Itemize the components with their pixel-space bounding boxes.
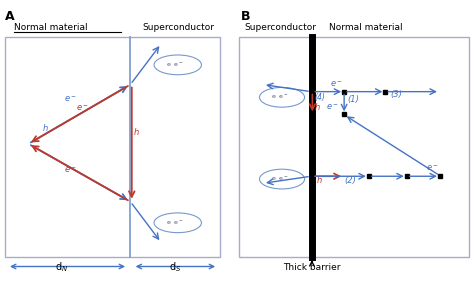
Text: e  e$^-$: e e$^-$: [166, 61, 184, 69]
Text: e$^-$: e$^-$: [76, 104, 89, 113]
Text: (1): (1): [347, 94, 359, 103]
Ellipse shape: [154, 55, 201, 75]
Text: e  e$^-$: e e$^-$: [271, 175, 289, 183]
Text: d$_S$: d$_S$: [169, 260, 182, 274]
Text: h: h: [317, 176, 322, 185]
Text: Normal material: Normal material: [329, 23, 403, 32]
Text: e$^-$: e$^-$: [330, 79, 343, 89]
Ellipse shape: [259, 87, 304, 107]
Text: A: A: [5, 10, 14, 23]
Text: B: B: [241, 10, 250, 23]
Text: Normal material: Normal material: [14, 23, 88, 32]
Text: (2): (2): [344, 176, 356, 185]
FancyBboxPatch shape: [5, 37, 220, 257]
Text: Superconductor: Superconductor: [142, 23, 214, 32]
FancyBboxPatch shape: [239, 37, 469, 257]
Text: (4): (4): [315, 93, 326, 102]
Text: e  e$^-$: e e$^-$: [271, 93, 289, 101]
Text: e$^-$: e$^-$: [326, 102, 339, 112]
Text: e  e$^-$: e e$^-$: [166, 219, 184, 227]
Text: d$_N$: d$_N$: [55, 260, 68, 274]
Text: h: h: [134, 128, 139, 137]
Text: h: h: [315, 103, 320, 112]
Ellipse shape: [154, 213, 201, 233]
Text: h: h: [43, 124, 48, 133]
Text: Thick barrier: Thick barrier: [283, 263, 341, 272]
Text: Superconductor: Superconductor: [244, 23, 316, 32]
Text: e$^-$: e$^-$: [64, 166, 77, 175]
Text: e$^-$: e$^-$: [426, 163, 438, 173]
Ellipse shape: [259, 169, 304, 189]
Text: (3): (3): [390, 90, 402, 99]
Text: e$^-$: e$^-$: [64, 94, 77, 104]
